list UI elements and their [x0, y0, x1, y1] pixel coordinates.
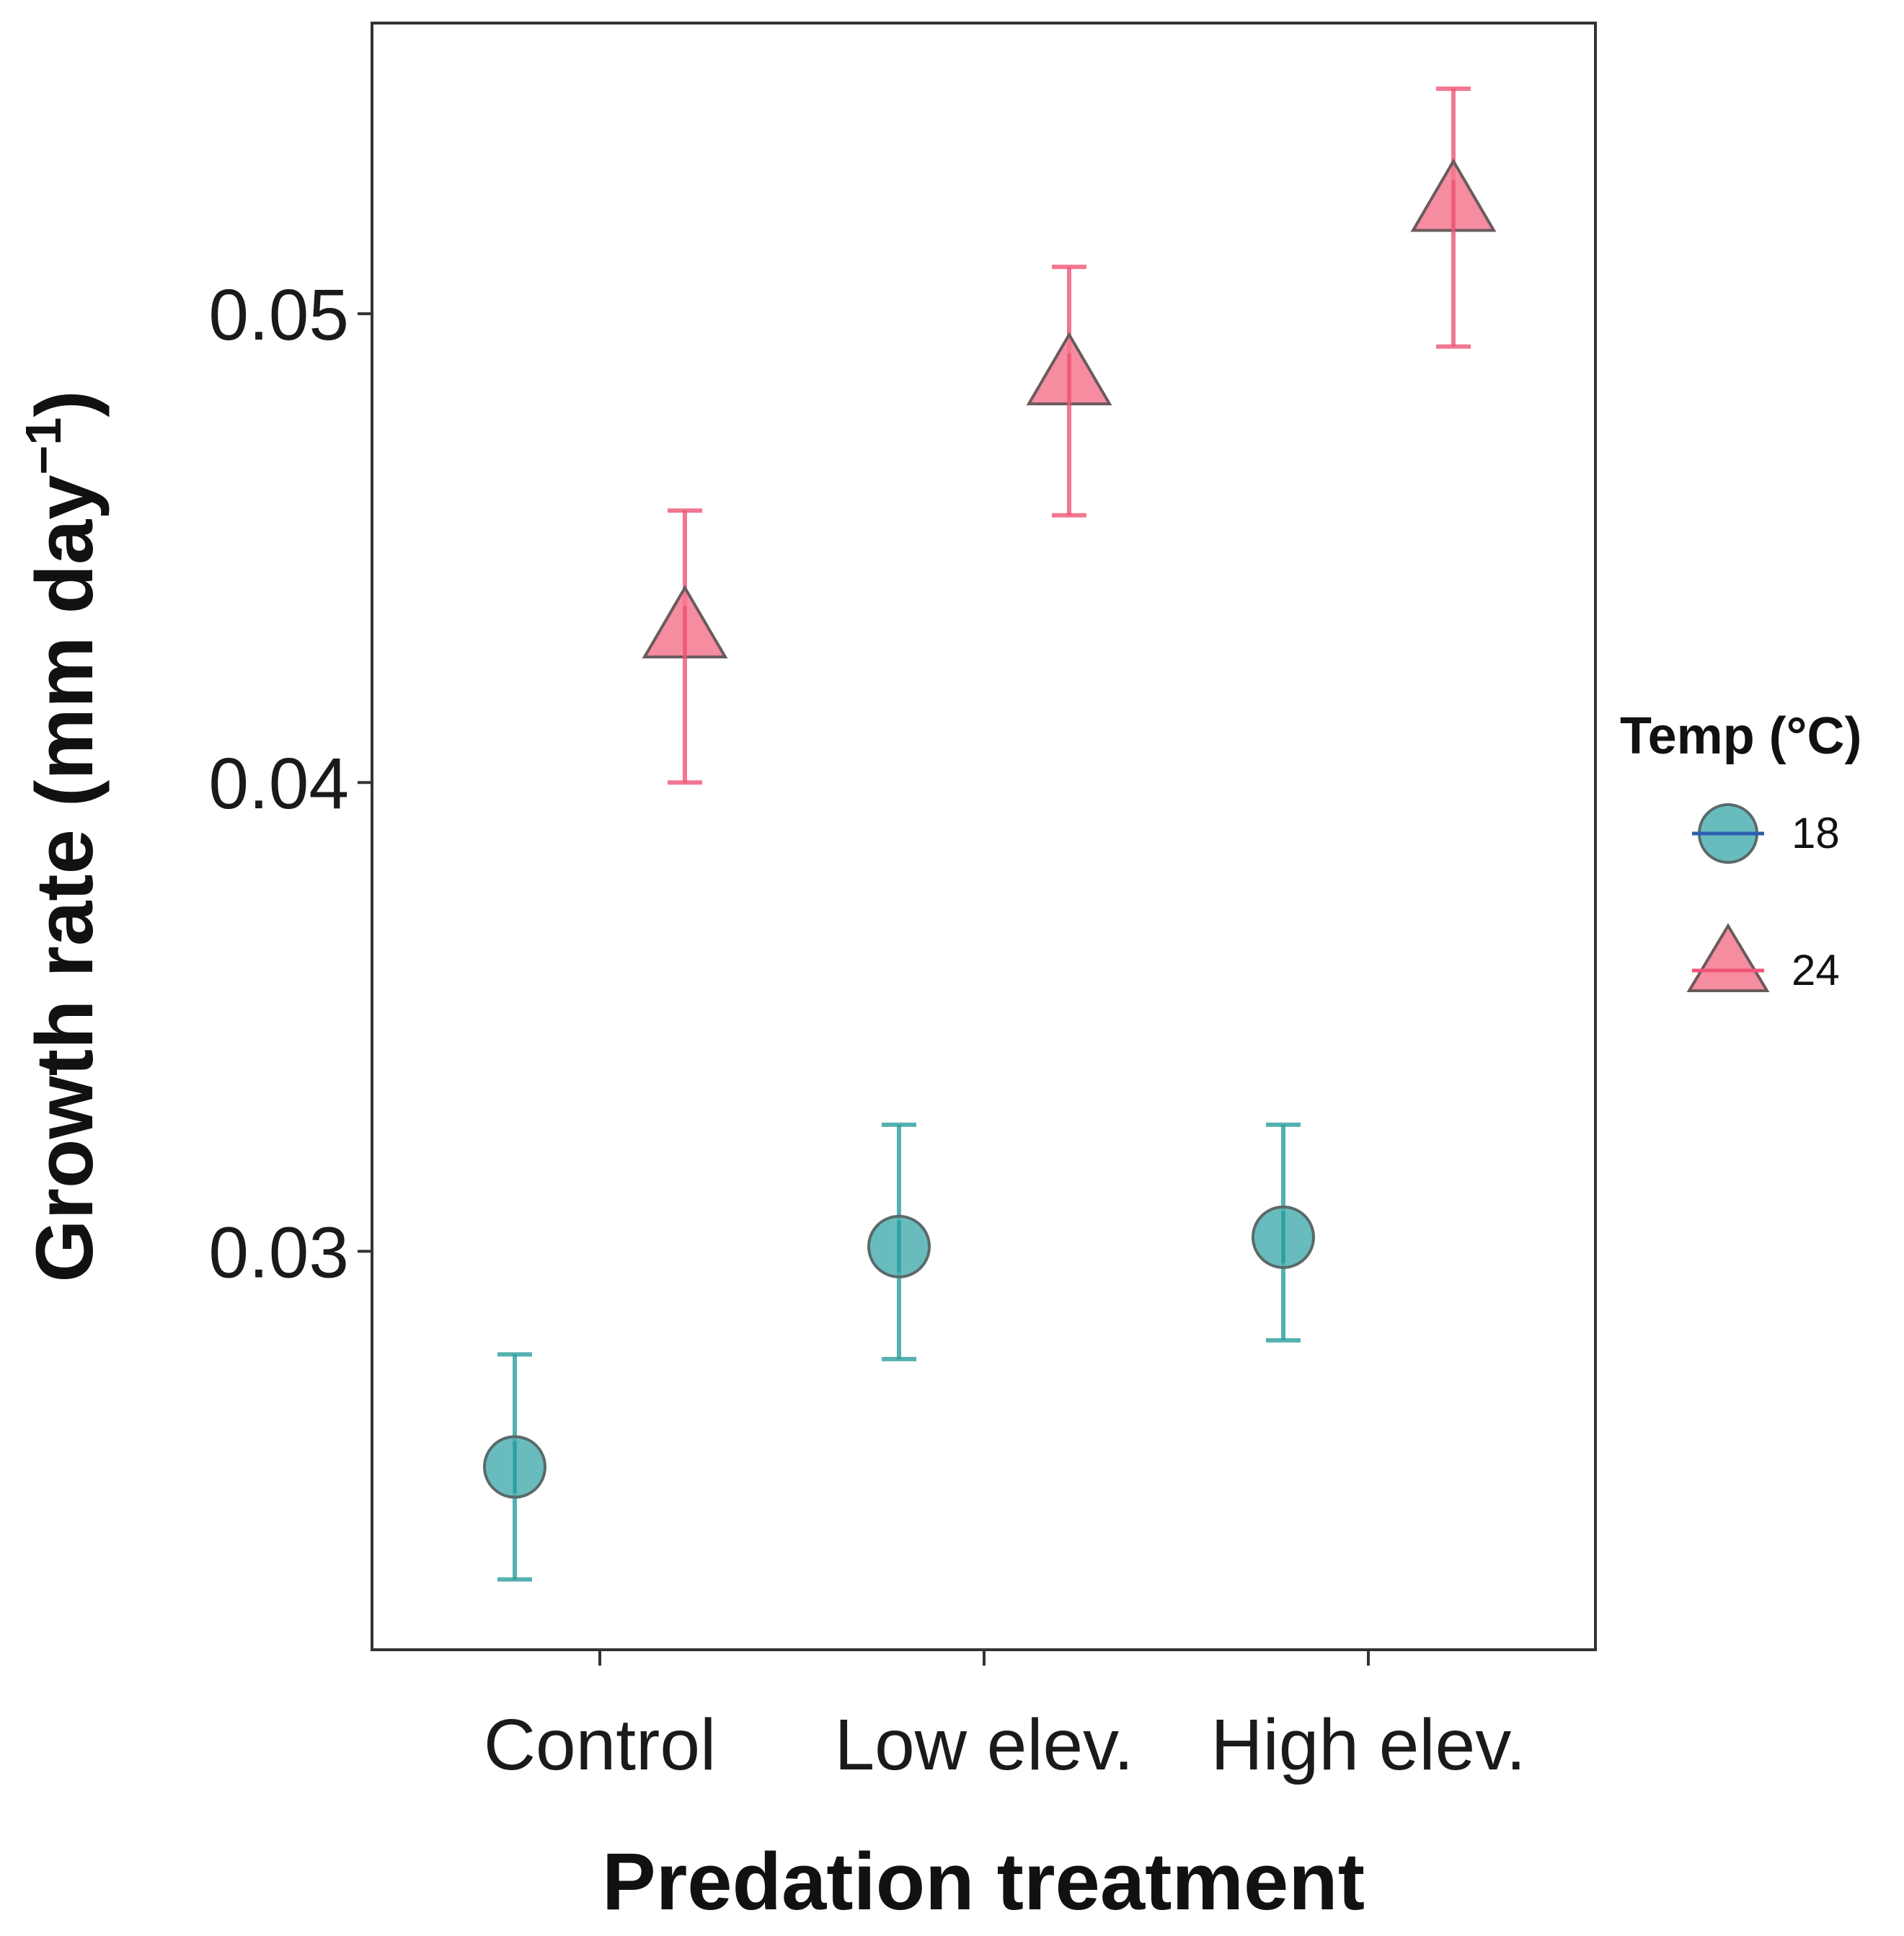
- legend: Temp (°C) 18 24: [1620, 707, 1861, 994]
- y-axis-title: Growth rate (mm day−1): [15, 390, 110, 1282]
- data-point-group: [1026, 265, 1112, 518]
- data-point-group: [1410, 87, 1497, 349]
- legend-entry: 24: [1686, 923, 1840, 994]
- x-tick-label: Control: [484, 1705, 716, 1785]
- y-tick-label: 0.05: [208, 275, 349, 355]
- legend-label: 18: [1792, 809, 1840, 857]
- data-marks: [483, 87, 1497, 1582]
- x-axis-title: Predation treatment: [602, 1836, 1365, 1927]
- data-point-group: [1252, 1122, 1315, 1343]
- y-tick-label: 0.04: [208, 743, 349, 824]
- y-axis-title-superscript: −1: [15, 417, 71, 475]
- y-axis-title-close: ): [19, 390, 110, 417]
- y-axis-title-main: Growth rate (mm day: [19, 474, 110, 1282]
- y-tick-label: 0.03: [208, 1212, 349, 1293]
- legend-title: Temp (°C): [1620, 707, 1861, 765]
- y-axis: 0.03 0.04 0.05: [208, 275, 372, 1293]
- data-point-group: [642, 508, 728, 785]
- data-point-group: [483, 1352, 546, 1582]
- legend-key-triangle: [1686, 923, 1770, 992]
- x-axis: Control Low elev. High elev.: [484, 1650, 1526, 1785]
- legend-label: 24: [1792, 946, 1840, 994]
- data-point-group: [867, 1122, 931, 1361]
- legend-entry: 18: [1692, 803, 1840, 864]
- x-tick-label: High elev.: [1210, 1705, 1526, 1785]
- x-tick-label: Low elev.: [834, 1705, 1133, 1785]
- plot-panel: [371, 22, 1597, 1651]
